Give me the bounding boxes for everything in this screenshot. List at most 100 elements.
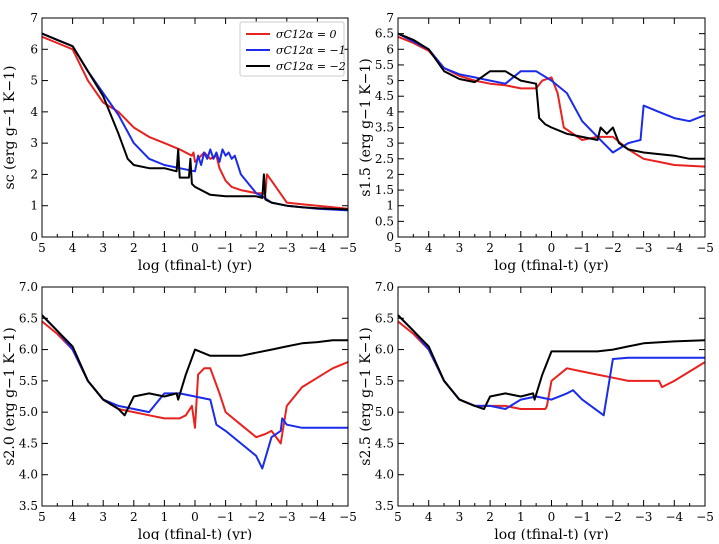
y-tick-label: 6.5 bbox=[375, 27, 394, 41]
y-tick-label: 4.5 bbox=[19, 436, 38, 450]
y-tick-label: 3.5 bbox=[375, 499, 394, 513]
x-tick-label: −5 bbox=[696, 510, 714, 524]
series-line-2 bbox=[42, 32, 348, 212]
x-tick-label: 5 bbox=[394, 241, 402, 255]
x-tick-label: 0 bbox=[191, 241, 199, 255]
x-tick-label: 1 bbox=[161, 241, 169, 255]
x-tick-label: −4 bbox=[665, 510, 683, 524]
y-tick-label: 4 bbox=[386, 105, 394, 119]
y-tick-label: 6 bbox=[30, 42, 38, 56]
y-tick-label: 1 bbox=[386, 199, 394, 213]
series-line-3 bbox=[398, 314, 705, 410]
x-tick-label: −4 bbox=[665, 241, 683, 255]
x-tick-label: −2 bbox=[247, 510, 265, 524]
series-line-3 bbox=[42, 314, 348, 417]
series-line-3 bbox=[42, 32, 348, 211]
legend-label: σC12α = 0 bbox=[276, 28, 337, 41]
y-tick-label: 2 bbox=[386, 167, 394, 181]
y-tick-label: 5.5 bbox=[375, 58, 394, 72]
y-tick-label: 5.5 bbox=[375, 374, 394, 388]
x-axis-label: log (tfinal-t) (yr) bbox=[138, 527, 252, 540]
y-tick-label: 3 bbox=[30, 136, 38, 150]
y-tick-label: 7.0 bbox=[375, 280, 394, 294]
legend-label: σC12α = −2 bbox=[276, 60, 346, 73]
y-tick-label: 7.0 bbox=[19, 280, 38, 294]
y-tick-label: 3.5 bbox=[375, 121, 394, 135]
panel-2: 5 4 3 2 1 0 −1 −2 −3 −4 −500.511.522.533.544.555.5… bbox=[358, 11, 714, 274]
x-tick-label: 1 bbox=[517, 241, 525, 255]
series-line-2 bbox=[398, 314, 705, 417]
y-tick-label: 4.5 bbox=[375, 436, 394, 450]
x-tick-label: −2 bbox=[604, 241, 622, 255]
series-line-1 bbox=[398, 35, 705, 168]
x-tick-label: 5 bbox=[38, 241, 46, 255]
y-tick-label: 5.0 bbox=[375, 405, 394, 419]
y-tick-label: 5 bbox=[30, 74, 38, 88]
y-tick-label: 4.0 bbox=[19, 468, 38, 482]
x-tick-label: 2 bbox=[130, 241, 138, 255]
panel-4: 5 4 3 2 1 0 −1 −2 −3 −4 −5 3.5 4.0 4.5 5.0 5.5 6.0 6.5 7.0… bbox=[358, 280, 714, 543]
x-tick-label: −4 bbox=[309, 241, 327, 255]
y-axis-label: sc (erg g−1 K−1) bbox=[2, 66, 18, 190]
x-tick-label: 2 bbox=[486, 510, 494, 524]
x-tick-label: −5 bbox=[339, 510, 357, 524]
series-line-1 bbox=[398, 320, 705, 410]
y-tick-label: 2 bbox=[30, 167, 38, 181]
y-tick-label: 6.5 bbox=[19, 311, 38, 325]
x-tick-label: −3 bbox=[635, 241, 653, 255]
plot-frame bbox=[397, 286, 706, 507]
legend-label: σC12α = −1 bbox=[276, 44, 346, 57]
y-tick-label: 6.5 bbox=[375, 311, 394, 325]
x-tick-label: −1 bbox=[217, 510, 235, 524]
x-axis-label: log (tfinal-t) (yr) bbox=[494, 527, 608, 540]
y-axis-label: s2.5 (erg g−1 K−1) bbox=[358, 327, 374, 465]
x-tick-label: −1 bbox=[573, 510, 591, 524]
y-axis-label: s1.5 (erg g−1 K−1) bbox=[358, 58, 374, 196]
y-tick-label: 5 bbox=[386, 74, 394, 88]
legend: σC12α = 0 σC12α = −1 σC12α = −2 bbox=[239, 21, 346, 77]
x-tick-label: 2 bbox=[486, 241, 494, 255]
panel-1: 5 4 3 2 1 0 −1 −2 −3 −4 −5 0 1 2 3 4 5 6 7 log (tfinal-t) (… bbox=[2, 11, 357, 274]
y-tick-label: 0.5 bbox=[375, 214, 394, 228]
x-tick-label: 0 bbox=[191, 510, 199, 524]
x-tick-label: 0 bbox=[548, 510, 556, 524]
y-tick-label: 3.5 bbox=[19, 499, 38, 513]
y-tick-label: 5.0 bbox=[19, 405, 38, 419]
x-tick-label: −3 bbox=[635, 510, 653, 524]
y-tick-label: 0 bbox=[30, 230, 38, 244]
y-tick-label: 1.5 bbox=[375, 183, 394, 197]
x-tick-label: 4 bbox=[69, 510, 77, 524]
y-tick-label: 3 bbox=[386, 136, 394, 150]
series-line-2 bbox=[42, 314, 348, 470]
y-tick-label: 6 bbox=[386, 42, 394, 56]
series-line-3 bbox=[398, 32, 705, 160]
x-tick-label: 4 bbox=[425, 510, 433, 524]
y-tick-label: 2.5 bbox=[375, 152, 394, 166]
x-tick-label: 0 bbox=[548, 241, 556, 255]
legend-box bbox=[239, 21, 345, 77]
x-tick-label: 5 bbox=[394, 510, 402, 524]
x-tick-label: 1 bbox=[517, 510, 525, 524]
x-tick-label: 3 bbox=[456, 241, 464, 255]
x-tick-label: 3 bbox=[99, 510, 107, 524]
x-tick-label: −3 bbox=[278, 510, 296, 524]
y-tick-label: 0 bbox=[386, 230, 394, 244]
y-tick-label: 4 bbox=[30, 105, 38, 119]
y-tick-label: 7 bbox=[386, 11, 394, 25]
x-tick-label: 4 bbox=[425, 241, 433, 255]
y-tick-label: 5.5 bbox=[19, 374, 38, 388]
x-tick-label: −1 bbox=[217, 241, 235, 255]
x-axis-label: log (tfinal-t) (yr) bbox=[138, 258, 252, 274]
series-line-2 bbox=[398, 32, 705, 154]
x-tick-label: −2 bbox=[247, 241, 265, 255]
x-tick-label: −5 bbox=[696, 241, 714, 255]
x-tick-label: 4 bbox=[69, 241, 77, 255]
x-tick-label: −5 bbox=[339, 241, 357, 255]
y-tick-label: 7 bbox=[30, 11, 38, 25]
x-tick-label: −4 bbox=[309, 510, 327, 524]
y-tick-label: 6.0 bbox=[19, 343, 38, 357]
x-axis-label: log (tfinal-t) (yr) bbox=[494, 258, 608, 274]
x-tick-label: 5 bbox=[38, 510, 46, 524]
panel-3: 5 4 3 2 1 0 −1 −2 −3 −4 −5 3.5 4.0 4.5 5.0 5.5 6.0 6.5 7.0… bbox=[2, 280, 357, 543]
